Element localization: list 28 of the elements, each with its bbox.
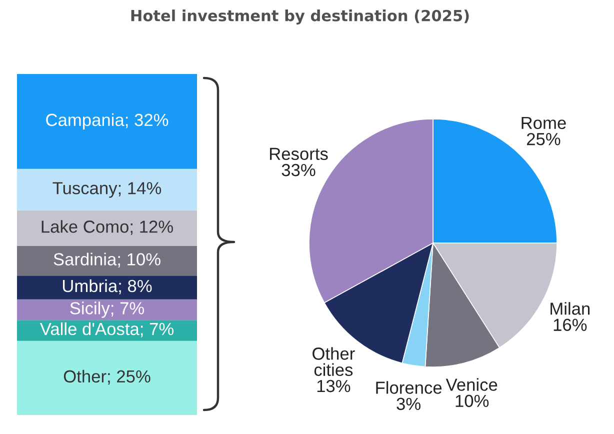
bar <box>17 246 197 276</box>
slice-label: Venice <box>446 378 498 391</box>
slice-label: Resorts <box>270 148 328 160</box>
slice-label: Milan <box>550 302 590 315</box>
data-label: 25% <box>526 132 560 146</box>
data-label: Sardinia; 10% <box>54 252 160 268</box>
data-label: Umbria; 8% <box>63 279 152 294</box>
data-label: Other; 25% <box>64 370 150 385</box>
bar <box>17 299 197 320</box>
slice-label: Rome <box>522 116 566 130</box>
data-label: Sicily; 7% <box>70 302 144 318</box>
data-label: 33% <box>282 164 316 176</box>
slice-label: Other cities <box>312 347 355 376</box>
data-label: Campania; 32% <box>46 113 168 130</box>
bar <box>17 74 197 169</box>
data-label: 3% <box>396 398 420 410</box>
bar <box>17 340 197 415</box>
data-label: 16% <box>554 318 587 332</box>
bar <box>17 210 197 246</box>
data-label: Tuscany; 14% <box>52 182 162 198</box>
data-label: 10% <box>456 394 489 408</box>
data-label: Lake Como; 12% <box>42 220 173 235</box>
text: Hotel investment by destination (2025) <box>131 10 469 24</box>
bar <box>17 276 197 300</box>
data-label: Valle d'Aosta; 7% <box>40 322 174 338</box>
data-label: 13% <box>317 380 350 392</box>
bar <box>17 168 197 210</box>
slice-label: Florence <box>376 381 442 394</box>
